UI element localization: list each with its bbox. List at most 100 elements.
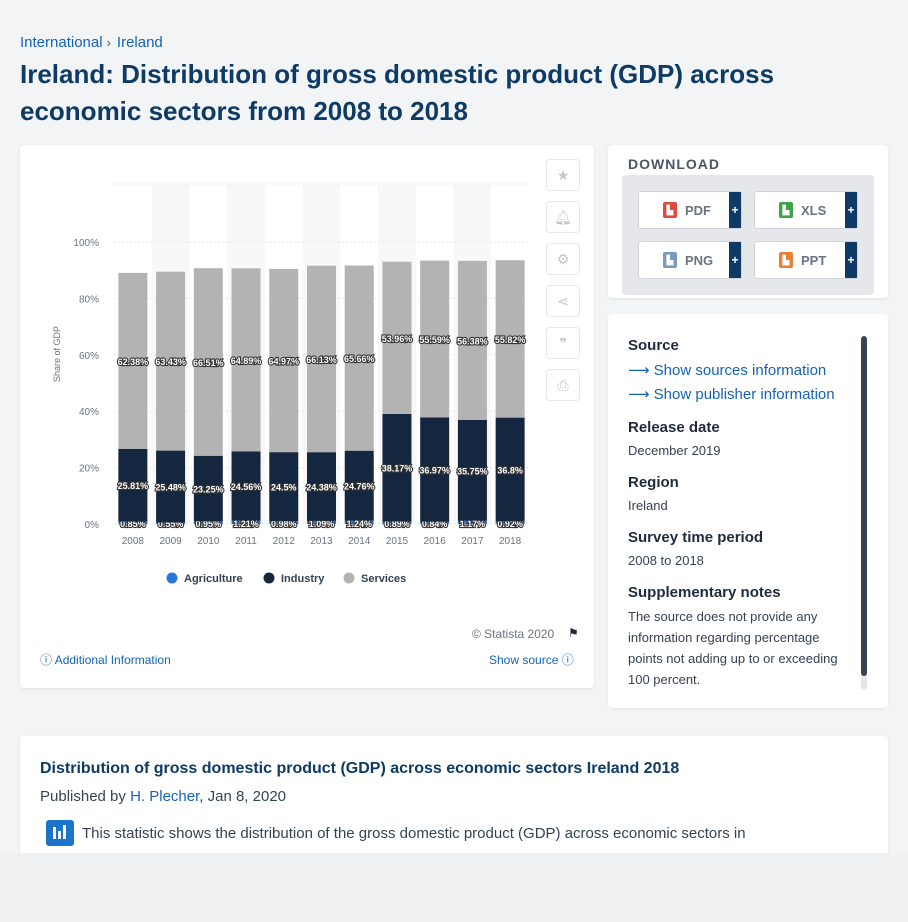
- bar-agriculture: [156, 522, 186, 524]
- data-label: 1.09%: [309, 519, 335, 529]
- survey-period-label: Survey time period: [628, 529, 764, 546]
- data-label: 55.59%: [419, 335, 450, 345]
- bar-agriculture: [193, 521, 223, 524]
- bar-agriculture: [344, 520, 374, 524]
- chart-svg: 0%20%40%60%80%100%Share of GDP0.85%25.81…: [52, 183, 529, 585]
- bar-industry: [420, 417, 450, 522]
- source-card: Source ⟶ Show sources information ⟶ Show…: [608, 314, 888, 708]
- data-label: 24.76%: [344, 482, 375, 492]
- plus-icon: +: [729, 192, 741, 228]
- data-label: 36.97%: [419, 466, 450, 476]
- bottom-band: [0, 853, 908, 922]
- region-value: Ireland: [628, 498, 668, 513]
- download-ppt-label: PPT: [801, 252, 827, 268]
- show-sources-label: Show sources information: [653, 362, 827, 379]
- data-label: 38.17%: [382, 464, 413, 474]
- breadcrumb-ireland[interactable]: Ireland: [116, 34, 163, 51]
- download-xls-button[interactable]: ▙ XLS +: [754, 191, 858, 229]
- x-tick-label: 2018: [499, 536, 522, 547]
- bar-industry: [457, 419, 487, 521]
- x-tick-label: 2009: [159, 536, 182, 547]
- arrow-right-icon: ⟶: [628, 362, 654, 379]
- show-source-label: Show source: [489, 653, 559, 667]
- supplementary-notes-value: The source does not provide any informat…: [628, 609, 838, 687]
- bar-agriculture: [382, 521, 412, 524]
- data-label: 55.82%: [495, 335, 526, 345]
- bar-services: [269, 268, 299, 453]
- info-icon: ⓘ: [40, 653, 53, 667]
- release-date-label: Release date: [628, 419, 720, 436]
- share-icon[interactable]: ⋖: [546, 285, 580, 317]
- download-title: DOWNLOAD: [628, 156, 720, 172]
- bar-industry: [495, 417, 525, 522]
- data-label: 66.51%: [193, 358, 224, 368]
- flag-icon[interactable]: ⚑: [568, 626, 579, 640]
- x-tick-label: 2016: [424, 536, 447, 547]
- legend-marker-industry: [263, 572, 275, 584]
- legend-label-services: Services: [361, 573, 406, 585]
- data-label: 24.5%: [271, 483, 297, 493]
- breadcrumb-international[interactable]: International: [20, 34, 103, 51]
- data-label: 23.25%: [193, 485, 224, 495]
- star-icon[interactable]: ★: [546, 159, 580, 191]
- author-link[interactable]: H. Plecher: [130, 788, 200, 805]
- y-tick-label: 40%: [79, 407, 99, 418]
- bar-agriculture: [307, 520, 336, 524]
- data-label: 53.96%: [382, 334, 413, 344]
- y-tick-label: 80%: [79, 294, 99, 305]
- data-label: 1.21%: [233, 519, 259, 529]
- bar-agriculture: [457, 520, 487, 524]
- download-card: DOWNLOAD ▙ PDF + ▙ XLS + ▙ PNG + ▙ PPT +: [608, 145, 888, 298]
- print-icon[interactable]: ⎙: [546, 369, 580, 401]
- legend-label-industry: Industry: [281, 573, 325, 585]
- published-by: Published by H. Plecher, Jan 8, 2020: [40, 788, 286, 805]
- scrollbar-thumb[interactable]: [861, 336, 867, 676]
- additional-info-link[interactable]: ⓘ Additional Information: [40, 651, 171, 668]
- bar-services: [118, 272, 148, 449]
- bar-services: [231, 268, 261, 452]
- additional-info-label: Additional Information: [54, 653, 171, 667]
- release-date-value: December 2019: [628, 443, 721, 458]
- bar-industry: [344, 450, 374, 521]
- region-label: Region: [628, 474, 679, 491]
- data-label: 64.97%: [269, 357, 300, 367]
- y-axis-label: Share of GDP: [52, 326, 62, 382]
- download-png-label: PNG: [685, 252, 714, 268]
- show-sources-link[interactable]: ⟶ Show sources information: [628, 361, 826, 379]
- bar-industry: [382, 413, 412, 522]
- data-label: 25.81%: [118, 481, 149, 491]
- quote-icon[interactable]: ❞: [546, 327, 580, 359]
- arrow-right-icon: ⟶: [628, 386, 654, 403]
- show-publisher-label: Show publisher information: [653, 386, 835, 403]
- publish-date: , Jan 8, 2020: [199, 788, 287, 805]
- plus-icon: +: [845, 192, 857, 228]
- data-label: 36.8%: [497, 466, 523, 476]
- data-label: 25.48%: [155, 483, 186, 493]
- show-publisher-link[interactable]: ⟶ Show publisher information: [628, 385, 835, 403]
- legend-marker-services: [343, 572, 355, 584]
- bar-chart-icon: [46, 820, 74, 846]
- bar-services: [156, 271, 186, 451]
- info-icon: ⓘ: [561, 653, 574, 667]
- y-tick-label: 20%: [79, 464, 99, 475]
- download-ppt-button[interactable]: ▙ PPT +: [754, 241, 858, 279]
- x-tick-label: 2010: [197, 536, 220, 547]
- bar-agriculture: [269, 521, 299, 524]
- description-title: Distribution of gross domestic product (…: [40, 760, 680, 777]
- download-png-button[interactable]: ▙ PNG +: [638, 241, 742, 279]
- show-source-link[interactable]: Show source ⓘ: [489, 651, 574, 668]
- gear-icon[interactable]: ⚙: [546, 243, 580, 275]
- download-options: ▙ PDF + ▙ XLS + ▙ PNG + ▙ PPT +: [622, 175, 874, 295]
- bar-agriculture: [231, 520, 261, 524]
- data-label: 24.56%: [231, 482, 262, 492]
- breadcrumb: International › Ireland: [20, 34, 163, 51]
- bell-icon[interactable]: 🔔︎: [546, 201, 580, 233]
- data-label: 64.89%: [231, 356, 262, 366]
- download-pdf-button[interactable]: ▙ PDF +: [638, 191, 742, 229]
- pdf-file-icon: ▙: [663, 202, 677, 218]
- download-xls-label: XLS: [801, 202, 827, 218]
- xls-file-icon: ▙: [779, 202, 793, 218]
- published-prefix: Published by: [40, 788, 126, 805]
- description-text: This statistic shows the distribution of…: [82, 825, 746, 842]
- chevron-right-icon: ›: [106, 35, 111, 50]
